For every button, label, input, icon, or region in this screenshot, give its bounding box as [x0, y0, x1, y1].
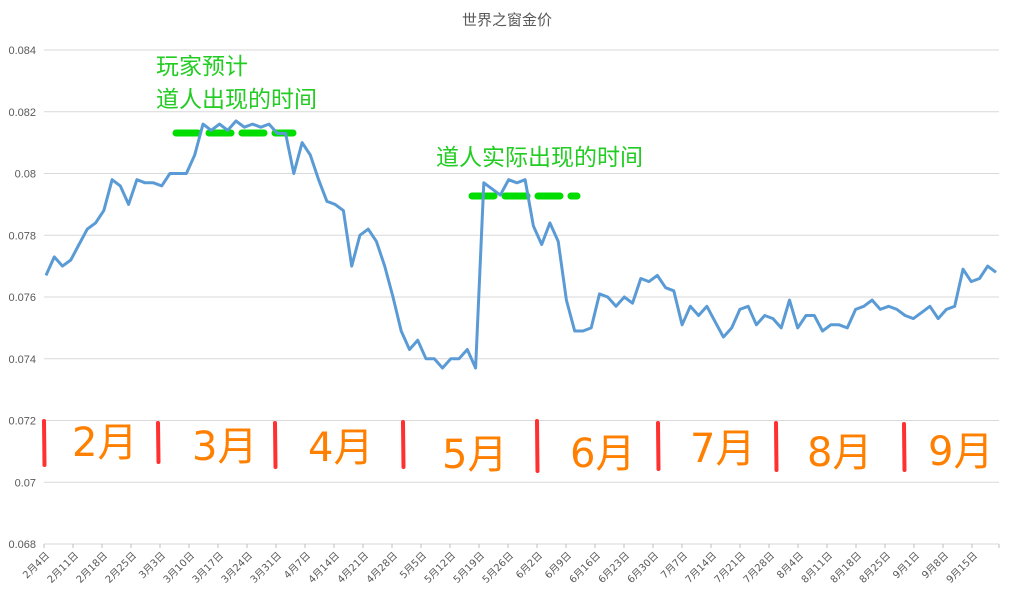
- x-tick-label: 9月1日: [890, 550, 922, 582]
- y-axis-labels: 0.084 0.082 0.08 0.078 0.076 0.074 0.072 0.07 0.…: [8, 45, 36, 551]
- month-label-apr: 4月: [308, 425, 374, 471]
- x-tick-label: 3月31日: [248, 550, 284, 586]
- y-tick-label: 0.084: [8, 45, 36, 57]
- y-tick-label: 0.074: [8, 354, 36, 366]
- month-label-may: 5月: [442, 432, 508, 478]
- y-tick-label: 0.076: [8, 292, 36, 304]
- month-divider: [156, 421, 161, 464]
- x-tick-label: 4月28日: [364, 550, 400, 586]
- y-tick-label: 0.08: [15, 169, 36, 181]
- x-tick-label: 8月25日: [857, 550, 893, 586]
- x-tick-label: 5月26日: [480, 550, 516, 586]
- gridlines: [44, 49, 999, 545]
- month-label-jul: 7月: [690, 426, 756, 472]
- price-line: [44, 119, 997, 370]
- x-tick-label: 9月15日: [944, 550, 980, 586]
- annotation-expected-line2: 道人出现的时间: [156, 87, 317, 113]
- month-label-jun: 6月: [570, 431, 636, 477]
- y-tick-label: 0.07: [15, 477, 36, 489]
- month-label-aug: 8月: [807, 430, 873, 476]
- x-tick-label: 2月25日: [103, 550, 139, 586]
- x-axis-labels: 2月4日2月11日2月18日2月25日3月3日3月10日3月17日3月24日3月…: [20, 544, 1000, 586]
- x-tick-label: 7月28日: [741, 550, 777, 586]
- x-tick-label: 6月30日: [625, 550, 661, 586]
- y-tick-label: 0.078: [8, 230, 36, 242]
- annotation-expected-line1: 玩家预计: [156, 54, 248, 80]
- annotation-dashes: [172, 129, 581, 200]
- month-divider: [902, 422, 907, 472]
- chart-title: 世界之窗金价: [461, 11, 552, 29]
- annotation-actual: 道人实际出现的时间: [436, 145, 643, 171]
- month-divider: [774, 421, 779, 472]
- month-label-mar: 3月: [192, 424, 258, 470]
- month-divider: [401, 420, 406, 469]
- month-divider: [42, 419, 47, 467]
- month-label-feb: 2月: [72, 420, 138, 466]
- month-dividers: [42, 419, 907, 473]
- x-tick-label: 6月2日: [513, 550, 545, 582]
- y-tick-label: 0.068: [8, 539, 36, 551]
- month-divider: [656, 421, 661, 471]
- y-tick-label: 0.082: [8, 107, 36, 119]
- y-tick-label: 0.072: [8, 416, 36, 428]
- month-label-sep: 9月: [928, 429, 994, 475]
- month-divider: [273, 421, 278, 469]
- month-divider: [535, 419, 540, 473]
